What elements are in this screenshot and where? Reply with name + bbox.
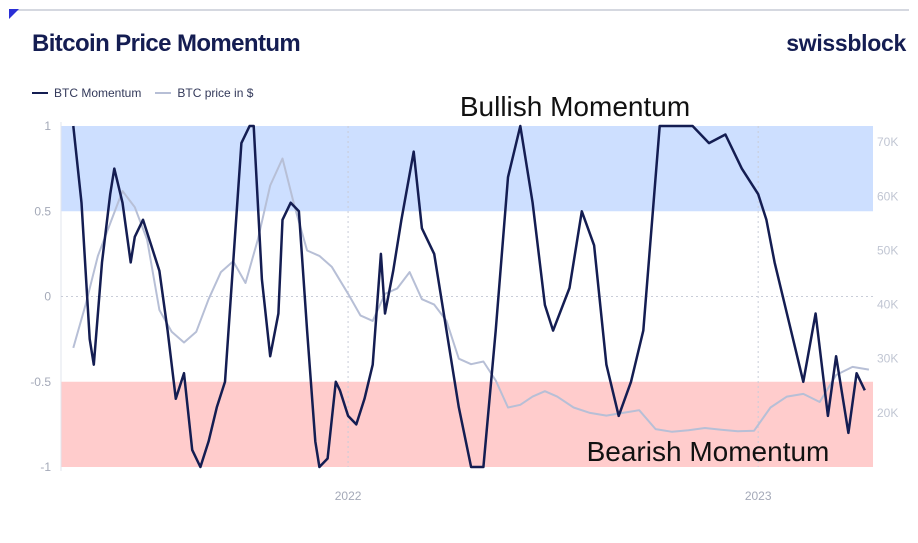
legend-label-momentum: BTC Momentum (54, 86, 142, 100)
y-left-tick-label: 0.5 (34, 204, 51, 218)
left-axis-ticks: 1 0.5 0 -0.5 -1 (30, 119, 51, 474)
legend-swatch-price (155, 92, 172, 94)
legend-item-price: BTC price in $ (155, 86, 253, 100)
vertical-gridlines (347, 126, 759, 467)
top-rule (9, 9, 909, 11)
annotation-bullish: Bullish Momentum (460, 91, 690, 122)
bullish-zone (61, 126, 873, 212)
annotation-bearish: Bearish Momentum (587, 436, 830, 467)
right-axis-ticks: 20K 30K 40K 50K 60K 70K (877, 135, 898, 420)
y-right-tick-label: 60K (877, 189, 898, 203)
x-axis-ticks: 2022 2023 (335, 489, 772, 503)
y-right-tick-label: 40K (877, 298, 898, 312)
y-left-tick-label: -1 (40, 460, 51, 474)
series-line-price (72, 157, 870, 433)
legend-item-momentum: BTC Momentum (32, 86, 141, 100)
y-left-tick-label: 1 (44, 119, 51, 133)
corner-mark (9, 9, 19, 19)
x-tick-label: 2023 (745, 489, 772, 503)
legend-label-price: BTC price in $ (177, 86, 254, 100)
y-right-tick-label: 30K (877, 352, 898, 366)
y-left-tick-label: -0.5 (30, 375, 51, 389)
series-line-momentum (72, 124, 866, 469)
y-left-tick-label: 0 (44, 290, 51, 304)
chart-title: Bitcoin Price Momentum (32, 30, 301, 57)
y-right-tick-label: 70K (877, 135, 898, 149)
brand-logo: swissblock (786, 30, 906, 56)
legend: BTC Momentum BTC price in $ (32, 86, 267, 100)
x-tick-label: 2022 (335, 489, 362, 503)
legend-swatch-momentum (32, 92, 48, 94)
y-right-tick-label: 50K (877, 243, 898, 257)
y-right-tick-label: 20K (877, 406, 898, 420)
